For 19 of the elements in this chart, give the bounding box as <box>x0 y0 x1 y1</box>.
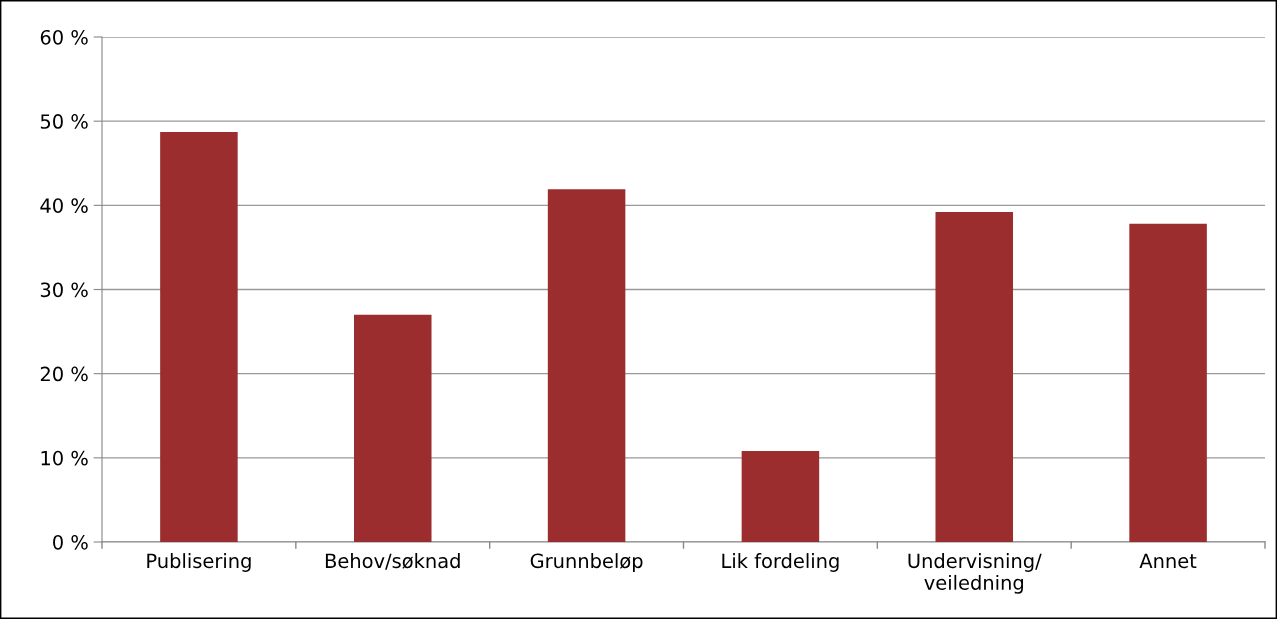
y-tick-label: 10 % <box>41 450 88 466</box>
x-tick-label: Undervisning/ veiledning <box>908 553 1042 594</box>
y-tick-label: 30 % <box>40 282 88 298</box>
bar <box>1129 223 1207 542</box>
x-tick-label: Lik fordeling <box>722 553 839 572</box>
x-tick-label: Grunnbeløp <box>530 553 643 572</box>
bar <box>935 212 1014 542</box>
x-tick-label: Annet <box>1139 553 1197 569</box>
x-tick-label: Publisering <box>147 553 251 572</box>
y-tick-label: 50 % <box>40 114 88 129</box>
bar <box>547 189 626 542</box>
bar <box>353 314 432 542</box>
bar <box>741 451 820 542</box>
y-tick-label: 40 % <box>40 198 88 213</box>
y-tick-label: 0 % <box>53 534 88 550</box>
x-tick-label: Behov/søknad <box>325 553 460 570</box>
y-tick-label: 60 % <box>40 29 88 45</box>
bar <box>160 132 238 542</box>
y-tick-label: 20 % <box>40 366 88 382</box>
